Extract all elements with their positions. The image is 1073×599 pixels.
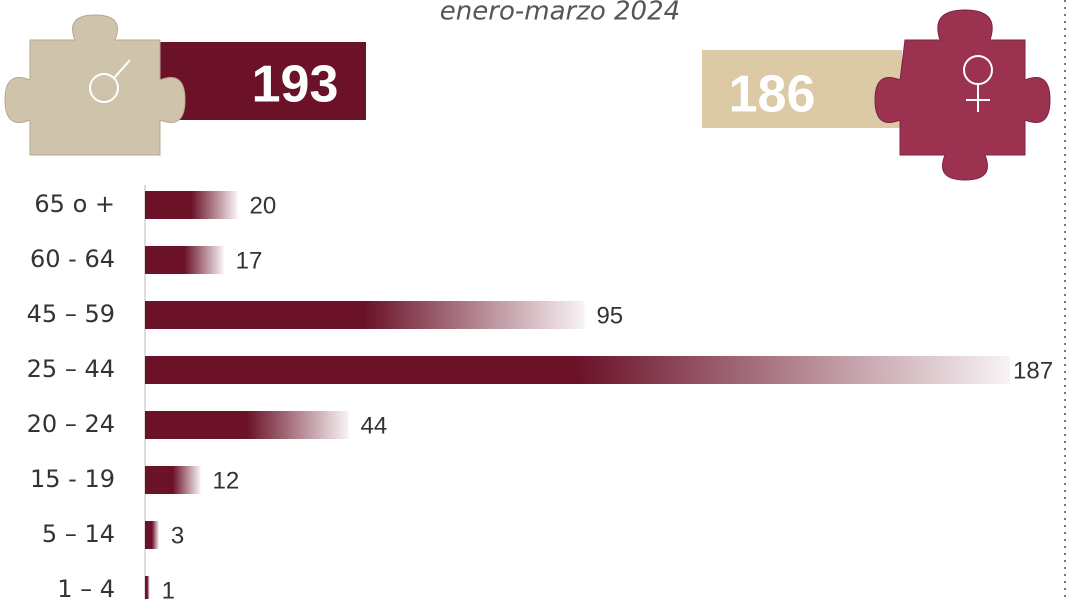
category-label: 20 – 24 — [27, 410, 115, 438]
chart: enero-marzo 2024 193 186 65 o + 20 60 - 64… — [0, 0, 1073, 599]
category-label: 25 – 44 — [27, 355, 115, 383]
bar — [145, 301, 584, 329]
value-label: 17 — [236, 247, 263, 274]
page: enero-marzo 2024 193 186 65 o + 20 60 - 64… — [0, 0, 1073, 599]
value-label: 1 — [162, 577, 175, 599]
female-puzzle — [875, 10, 1050, 180]
subtitle: enero-marzo 2024 — [440, 0, 680, 27]
bar — [145, 521, 159, 549]
bar — [145, 356, 1010, 384]
bar — [145, 411, 349, 439]
category-label: 45 – 59 — [27, 300, 115, 328]
category-label: 5 – 14 — [42, 520, 115, 548]
bar — [145, 576, 150, 599]
value-label: 12 — [213, 467, 240, 494]
bar — [145, 246, 224, 274]
male-puzzle — [5, 15, 185, 155]
value-label: 44 — [361, 412, 388, 439]
category-label: 15 - 19 — [30, 465, 115, 493]
bar — [145, 191, 238, 219]
value-label: 20 — [250, 192, 277, 219]
value-label: 187 — [1013, 357, 1053, 384]
value-label: 95 — [596, 302, 623, 329]
female-total: 186 — [729, 66, 816, 124]
male-total: 193 — [252, 56, 339, 114]
bar — [145, 466, 201, 494]
value-label: 3 — [171, 522, 184, 549]
category-label: 1 – 4 — [57, 575, 115, 599]
category-label: 65 o + — [34, 190, 115, 218]
category-label: 60 - 64 — [30, 245, 115, 273]
